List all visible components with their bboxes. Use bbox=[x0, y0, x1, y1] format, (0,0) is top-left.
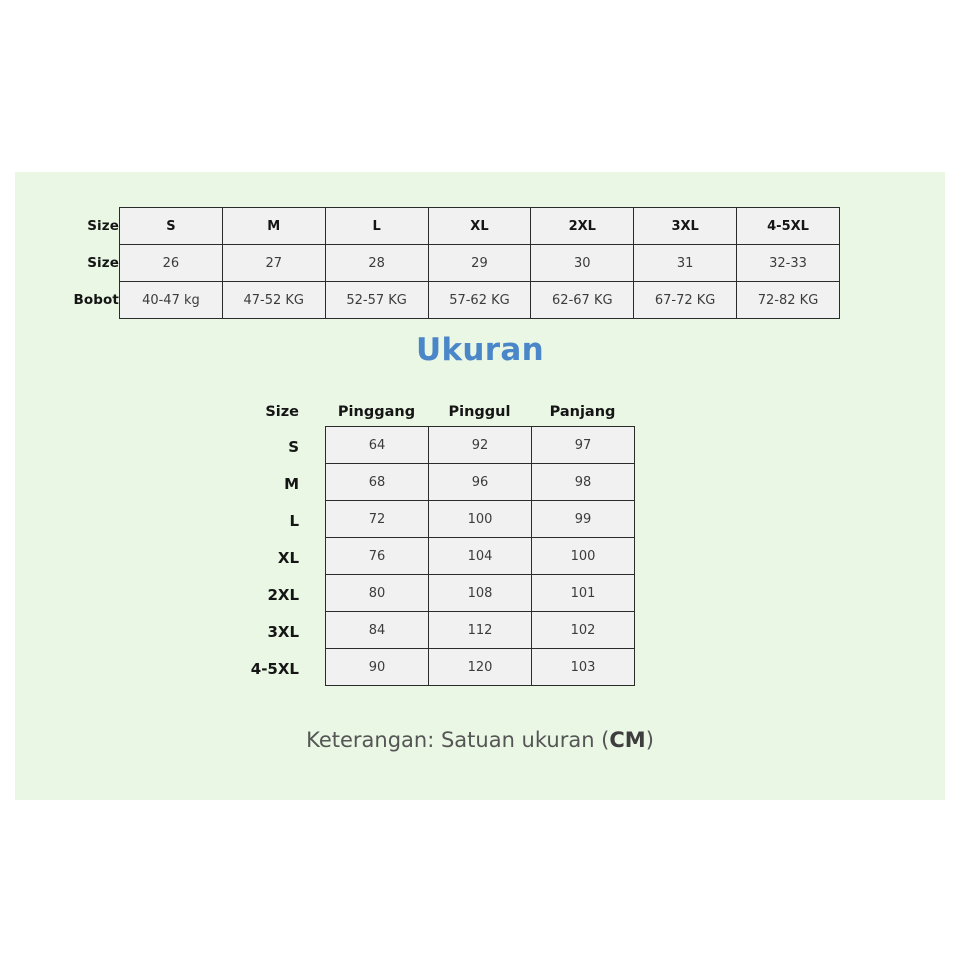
column-header-size: Size bbox=[265, 404, 299, 420]
table-cell: 64 bbox=[325, 426, 429, 464]
table-cell: 112 bbox=[428, 611, 532, 649]
unit-note-suffix: ) bbox=[645, 728, 654, 752]
table-cell: 104 bbox=[428, 537, 532, 575]
measurement-grid: 64 92 97 68 96 98 72 100 99 76 104 1 bbox=[325, 426, 635, 686]
row-label-3xl: 3XL bbox=[267, 622, 299, 641]
table-cell: XL bbox=[427, 207, 532, 245]
table-cell: 68 bbox=[325, 463, 429, 501]
unit-note: Keterangan: Satuan ukuran (CM) bbox=[0, 728, 960, 752]
table-cell: 62-67 KG bbox=[530, 281, 635, 319]
table-cell: 32-33 bbox=[736, 244, 840, 282]
measurement-table-body: S M L XL 2XL 3XL 4-5XL 64 92 97 68 96 98 bbox=[130, 426, 635, 687]
table-cell: 28 bbox=[324, 244, 429, 282]
unit-note-value: CM bbox=[609, 728, 646, 752]
table-row: 40-47 kg 47-52 KG 52-57 KG 57-62 KG 62-6… bbox=[119, 281, 840, 319]
table-cell: 27 bbox=[221, 244, 326, 282]
measurement-table-header: Size Pinggang Pinggul Panjang bbox=[130, 398, 635, 426]
measurement-table: Size Pinggang Pinggul Panjang S M L XL 2… bbox=[130, 398, 635, 687]
table-cell: 72 bbox=[325, 500, 429, 538]
table-cell: 40-47 kg bbox=[119, 281, 223, 319]
row-label-s: S bbox=[288, 437, 299, 456]
row-label-l: L bbox=[289, 511, 299, 530]
measurement-table-row-labels: S M L XL 2XL 3XL 4-5XL bbox=[130, 426, 325, 687]
row-label-2xl: 2XL bbox=[267, 585, 299, 604]
table-cell: 92 bbox=[428, 426, 532, 464]
table-row: 90 120 103 bbox=[325, 648, 635, 686]
table-row: 26 27 28 29 30 31 32-33 bbox=[119, 244, 840, 282]
table-cell: 99 bbox=[531, 500, 635, 538]
table-cell: 103 bbox=[531, 648, 635, 686]
table-cell: S bbox=[119, 207, 223, 245]
table-cell: 29 bbox=[427, 244, 532, 282]
table-cell: 96 bbox=[428, 463, 532, 501]
table-cell: 80 bbox=[325, 574, 429, 612]
table-row: 84 112 102 bbox=[325, 611, 635, 649]
table-cell: M bbox=[221, 207, 326, 245]
table-cell: 108 bbox=[428, 574, 532, 612]
table-cell: 120 bbox=[428, 648, 532, 686]
table-cell: 3XL bbox=[633, 207, 738, 245]
row-label-size-number: Size bbox=[87, 254, 119, 271]
table-cell: 57-62 KG bbox=[427, 281, 532, 319]
column-header-pinggul: Pinggul bbox=[448, 404, 511, 420]
table-row: S M L XL 2XL 3XL 4-5XL bbox=[119, 207, 840, 245]
table-cell: 98 bbox=[531, 463, 635, 501]
size-weight-table-row-labels: Size Size Bobot bbox=[15, 207, 119, 319]
table-cell: 30 bbox=[530, 244, 635, 282]
table-row: 80 108 101 bbox=[325, 574, 635, 612]
table-row: 68 96 98 bbox=[325, 463, 635, 501]
size-weight-table: Size Size Bobot S M L XL 2XL 3XL 4-5XL 2… bbox=[15, 207, 945, 319]
table-cell: 100 bbox=[531, 537, 635, 575]
table-row: 72 100 99 bbox=[325, 500, 635, 538]
unit-note-prefix: Keterangan: Satuan ukuran ( bbox=[306, 728, 610, 752]
table-cell: 90 bbox=[325, 648, 429, 686]
table-cell: 76 bbox=[325, 537, 429, 575]
table-cell: 101 bbox=[531, 574, 635, 612]
table-row: 76 104 100 bbox=[325, 537, 635, 575]
table-cell: 52-57 KG bbox=[324, 281, 429, 319]
row-label-m: M bbox=[284, 474, 299, 493]
table-cell: 84 bbox=[325, 611, 429, 649]
size-weight-grid: S M L XL 2XL 3XL 4-5XL 26 27 28 29 30 31… bbox=[119, 207, 840, 319]
table-cell: 67-72 KG bbox=[633, 281, 738, 319]
table-cell: 100 bbox=[428, 500, 532, 538]
row-label-4-5xl: 4-5XL bbox=[250, 659, 299, 678]
table-cell: 4-5XL bbox=[736, 207, 840, 245]
table-cell: 72-82 KG bbox=[736, 281, 840, 319]
row-label-size-letter: Size bbox=[87, 217, 119, 234]
table-cell: 26 bbox=[119, 244, 223, 282]
table-cell: 2XL bbox=[530, 207, 635, 245]
page-title: Ukuran bbox=[416, 332, 544, 368]
column-header-pinggang: Pinggang bbox=[337, 404, 416, 420]
row-label-xl: XL bbox=[277, 548, 299, 567]
column-header-panjang: Panjang bbox=[549, 404, 616, 420]
table-cell: 31 bbox=[633, 244, 738, 282]
row-label-bobot: Bobot bbox=[73, 291, 119, 308]
table-row: 64 92 97 bbox=[325, 426, 635, 464]
table-cell: 102 bbox=[531, 611, 635, 649]
table-cell: 47-52 KG bbox=[221, 281, 326, 319]
table-cell: 97 bbox=[531, 426, 635, 464]
table-cell: L bbox=[324, 207, 429, 245]
